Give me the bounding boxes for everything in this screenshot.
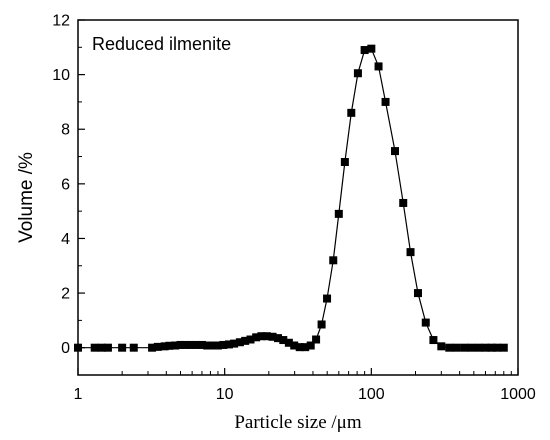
data-point [323,294,332,303]
data-point [224,340,233,349]
y-tick-label: 6 [61,176,70,193]
data-point [374,62,383,71]
data-point [148,343,157,352]
data-point [97,343,106,352]
data-point [90,343,99,352]
y-axis-title: Volume /% [16,152,37,243]
data-point [176,340,185,349]
y-tick-label: 10 [52,67,70,84]
data-point [312,335,321,344]
data-point [118,343,127,352]
axis-ticks: 1 10 100 1000 0 2 4 6 8 10 12 [52,13,536,404]
data-point [487,343,496,352]
data-point [413,289,422,298]
data-point [452,343,461,352]
data-point [268,332,277,341]
data-point [197,340,206,349]
data-point [493,343,502,352]
data-point [219,340,228,349]
x-tick-label: 10 [216,386,234,403]
data-point [367,44,376,53]
data-point [181,340,190,349]
data-point [160,342,169,351]
data-point [153,342,162,351]
data-point [192,340,201,349]
data-point [274,334,282,343]
data-point [399,198,408,207]
y-tick-label: 4 [61,231,70,248]
data-point [213,341,222,350]
data-point [481,343,490,352]
data-point [360,46,369,55]
data-point [252,333,261,342]
data-point [165,341,174,350]
data-point [235,338,244,347]
series-line [78,47,504,349]
legend-label: Reduced ilmenite [92,34,231,54]
data-point [203,341,212,350]
data-point [381,97,390,106]
data-point [279,336,288,345]
data-point [353,69,362,78]
data-point [208,341,217,350]
data-point [334,209,343,218]
data-point [241,336,250,345]
plot-marks [74,44,508,352]
x-axis-title: Particle size /μm [234,412,362,433]
data-point [499,343,508,352]
data-point [437,342,446,351]
data-point [103,343,112,352]
data-point [474,343,483,352]
data-point [460,343,469,352]
y-tick-label: 8 [61,122,70,139]
plot-frame [77,19,519,376]
data-point [445,343,454,352]
x-tick-label: 100 [358,386,385,403]
data-point [306,341,315,350]
x-tick-label: 1 [74,386,83,403]
data-point [262,332,271,341]
y-tick-label: 0 [61,340,70,357]
data-point [391,147,399,156]
y-tick-label: 12 [52,13,70,30]
data-point [301,343,310,352]
data-point [290,341,299,350]
data-point [340,158,349,166]
data-point [429,336,438,345]
data-point [129,343,138,352]
data-point [467,343,476,352]
data-point [284,338,293,347]
data-point [171,341,180,350]
data-point [295,343,304,352]
data-point [187,340,196,349]
data-point [317,320,326,329]
data-point [421,318,430,327]
y-tick-label: 2 [61,286,70,303]
data-point [406,248,415,257]
data-point [257,332,266,341]
data-point [329,256,338,265]
data-point [230,339,239,348]
x-tick-label: 1000 [500,386,536,403]
data-point [347,108,356,117]
data-point [246,335,255,344]
